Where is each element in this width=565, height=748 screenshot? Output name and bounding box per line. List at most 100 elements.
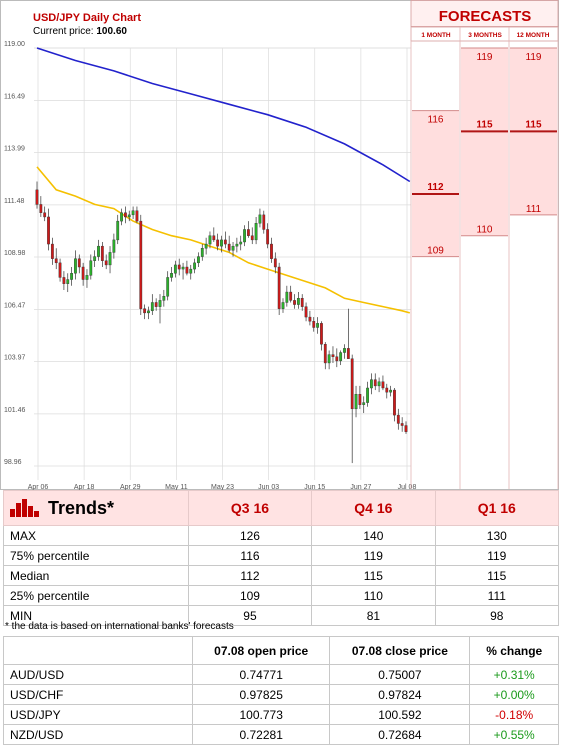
candle — [389, 385, 393, 397]
trends-cell: 130 — [434, 525, 560, 546]
candle — [373, 373, 377, 391]
candle — [166, 271, 170, 301]
candle — [239, 235, 243, 251]
candle — [173, 260, 177, 278]
y-tick-label: 103.97 — [4, 355, 26, 362]
candle — [323, 342, 327, 370]
candle — [385, 383, 389, 399]
candle — [308, 310, 312, 326]
candle — [366, 381, 369, 407]
candle — [112, 233, 116, 259]
close-price: 0.97824 — [329, 684, 471, 705]
prices-row: USD/JPY 100.773 100.592 -0.18% — [3, 704, 559, 725]
candle — [235, 237, 239, 253]
forecast-median-label: 115 — [525, 119, 542, 130]
trends-cell: 119 — [311, 545, 436, 566]
close-price: 100.592 — [329, 704, 471, 725]
pair-name: NZD/USD — [3, 724, 193, 745]
prices-header-change: % change — [469, 636, 559, 665]
candle — [158, 294, 162, 324]
candle — [47, 208, 50, 251]
candle — [262, 210, 266, 234]
trends-table: Trends* Q3 16 Q4 16 Q1 16 MAX 126 140 13… — [3, 490, 560, 626]
trends-title-cell: Trends* — [3, 490, 189, 526]
candle — [273, 252, 277, 274]
candle — [370, 373, 373, 395]
trends-cell: 140 — [311, 525, 436, 546]
candle — [143, 304, 147, 320]
x-tick-label: Jun 27 — [350, 484, 371, 490]
prices-row: AUD/USD 0.74771 0.75007 +0.31% — [3, 664, 559, 685]
candles — [35, 181, 408, 464]
candle — [204, 237, 208, 255]
forecasts-panel: FORECASTS 1 MONTH 3 MONTHS 12 MONTH 116 112 10… — [410, 0, 559, 489]
candle — [200, 244, 204, 261]
trends-cell: 111 — [434, 585, 560, 606]
candle — [243, 225, 246, 247]
prices-table: 07.08 open price 07.08 close price % cha… — [3, 636, 559, 745]
candle — [223, 231, 227, 249]
trends-label: Trends* — [48, 497, 115, 518]
trends-row-name: Median — [3, 565, 189, 586]
pair-name: AUD/USD — [3, 664, 193, 685]
forecast-header-1m: 1 MONTH — [421, 32, 451, 39]
candle — [62, 271, 66, 290]
candle — [289, 285, 293, 303]
chart-title: USD/JPY Daily Chart — [33, 12, 141, 24]
x-tick-label: Apr 18 — [74, 484, 95, 490]
candle — [293, 294, 296, 309]
trends-row-name: 25% percentile — [3, 585, 189, 606]
candle — [147, 306, 150, 320]
prices-header-blank — [3, 636, 193, 665]
trends-row: 75% percentile 116 119 119 — [3, 545, 560, 566]
candle — [250, 227, 254, 245]
candle — [135, 206, 139, 224]
close-price: 0.72684 — [329, 724, 471, 745]
candle — [39, 196, 43, 217]
x-tick-label: May 23 — [211, 484, 234, 490]
candle — [189, 264, 193, 280]
candle — [127, 210, 131, 222]
trends-cell: 115 — [434, 565, 560, 586]
candle — [177, 258, 181, 276]
candle — [93, 250, 97, 268]
prices-row: NZD/USD 0.72281 0.72684 +0.55% — [3, 724, 559, 745]
candle — [285, 285, 289, 307]
prices-header-row: 07.08 open price 07.08 close price % cha… — [3, 636, 559, 665]
candle — [77, 254, 81, 274]
candle — [58, 258, 62, 282]
candle — [281, 298, 285, 313]
y-tick-label: 116.49 — [4, 93, 25, 100]
y-axis-ticks: 119.00 116.49 113.99 111.48 108.98 106.47 103.… — [4, 41, 26, 466]
trends-row-name: MAX — [3, 525, 189, 546]
candle — [104, 254, 108, 270]
trends-cell: 112 — [187, 565, 313, 586]
open-price: 100.773 — [191, 704, 331, 725]
trends-cell: 126 — [187, 525, 313, 546]
open-price: 0.74771 — [191, 664, 331, 685]
open-price: 0.72281 — [191, 724, 331, 745]
candle — [339, 350, 343, 366]
close-price: 0.75007 — [329, 664, 471, 685]
candle — [139, 214, 143, 315]
candle — [116, 214, 120, 245]
candle — [277, 262, 281, 315]
candle — [316, 317, 319, 334]
forecast-title-box — [410, 0, 559, 27]
candle — [162, 289, 166, 307]
forecast-p25-label: 110 — [477, 225, 493, 236]
pct-change: -0.18% — [469, 704, 559, 725]
prices-row: USD/CHF 0.97825 0.97824 +0.00% — [3, 684, 559, 705]
candle — [181, 262, 185, 280]
trends-row: 25% percentile 109 110 111 — [3, 585, 560, 606]
trends-cell: 109 — [187, 585, 313, 606]
candle — [254, 216, 258, 245]
candle — [97, 239, 100, 261]
x-tick-label: Apr 06 — [28, 484, 49, 490]
candle — [400, 417, 404, 432]
x-tick-label: Jun 15 — [304, 484, 325, 490]
trends-footnote: * the data is based on international ban… — [5, 621, 234, 632]
candle — [377, 377, 381, 393]
candle — [50, 237, 54, 265]
candle — [124, 206, 127, 224]
